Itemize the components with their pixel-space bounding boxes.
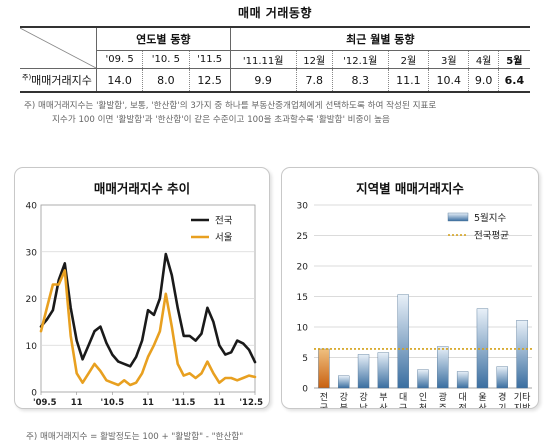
bar-광주 <box>437 346 449 389</box>
x-tick-label: 강 <box>340 392 348 403</box>
table-cell: 8.3 <box>331 68 389 93</box>
x-tick-label: 경 <box>498 391 506 403</box>
x-tick-label: 국 <box>320 403 328 408</box>
table-corner-cell <box>20 26 97 69</box>
row-label-cell: 주)매매거래지수 <box>20 68 97 93</box>
column-header: 2월 <box>387 50 429 69</box>
line-chart-title: 매매거래지수 추이 <box>93 181 191 196</box>
x-tick-label: 구 <box>399 403 407 408</box>
column-header: '09. 5 <box>95 50 143 69</box>
column-header: '11.5 <box>188 50 231 69</box>
legend-label-average: 전국평균 <box>474 231 509 242</box>
x-tick-label: '11.5 <box>172 398 196 408</box>
series-line-seoul <box>39 269 257 387</box>
column-header-latest: 5월 <box>497 50 530 69</box>
legend-label: 전국 <box>215 216 233 227</box>
table-cell: 11.1 <box>387 68 429 93</box>
note-top-line2: 지수가 100 이면 '활발함'과 '한산함'이 같은 수준이고 100을 초과… <box>52 115 390 125</box>
column-header: '11.11월 <box>229 50 297 69</box>
x-tick-label: 대 <box>458 392 466 403</box>
y-tick-label: 0 <box>302 385 308 395</box>
x-tick-label: 지방 <box>514 403 531 408</box>
x-tick-label: 남 <box>359 403 367 408</box>
row-label-mark: 주) <box>22 73 32 82</box>
y-tick-label: 30 <box>297 202 309 212</box>
x-tick-label: '12.5 <box>239 398 263 408</box>
x-tick-label: 울 <box>478 392 486 403</box>
legend-swatch-bar <box>447 212 469 222</box>
x-tick-label: 산 <box>379 403 387 408</box>
x-tick-label: 주 <box>439 403 447 408</box>
line-chart-panel: 매매거래지수 추이 0 10 20 30 40 '09.5 11 '10.5 11 '11.5 11… <box>14 167 270 409</box>
bar-chart-panel: 지역별 매매거래지수 051015202530전국강북강남부산대구인천광주대전울… <box>281 167 539 409</box>
header-yearly: 연도별 동향 <box>96 26 231 51</box>
bar-인천 <box>417 369 429 389</box>
table-cell: 10.4 <box>428 68 469 93</box>
note-top: 주) 매매거래지수는 '활발함', 보통, '한산함'의 3가지 중 하나를 부… <box>24 99 534 127</box>
x-tick-label: 기타 <box>514 392 531 403</box>
bar-경기 <box>496 366 508 389</box>
table-corner-diagonal <box>20 28 96 68</box>
page-title: 매매 거래동향 <box>238 6 312 20</box>
x-tick-label: 11 <box>213 398 225 408</box>
series-line-national <box>39 252 257 368</box>
bar-강북 <box>338 375 350 389</box>
x-tick-label: 천 <box>419 403 427 408</box>
bar-대전 <box>456 371 469 389</box>
column-header: 4월 <box>468 50 499 69</box>
y-tick-label: 25 <box>297 232 308 242</box>
x-tick-label: 11 <box>142 398 154 408</box>
legend-label-bar: 5월지수 <box>474 212 507 224</box>
x-tick-label: 강 <box>359 392 367 403</box>
y-tick-label: 0 <box>31 389 37 399</box>
x-tick-label: 광 <box>439 391 447 403</box>
column-header: 3월 <box>428 50 469 69</box>
x-tick-label: '09.5 <box>33 398 57 408</box>
x-tick-label: 전 <box>458 403 466 408</box>
note-bottom: 주) 매매거래지수 = 활발정도는 100 + "활발함" - "한산함" <box>26 432 244 442</box>
x-tick-label: 산 <box>478 403 486 408</box>
y-tick-label: 30 <box>26 248 38 258</box>
y-tick-label: 15 <box>297 293 308 303</box>
table-cell: 9.0 <box>468 68 499 93</box>
stats-table: 연도별 동향 최근 월별 동향 '09. 5 '10. 5 '11.5 '11.… <box>20 26 530 93</box>
y-tick-label: 20 <box>26 295 38 305</box>
x-tick-label: 대 <box>399 392 407 403</box>
bar-chart-title: 지역별 매매거래지수 <box>356 181 464 196</box>
x-tick-label: 부 <box>379 392 387 403</box>
row-label: 매매거래지수 <box>31 74 92 87</box>
table-cell: 7.8 <box>295 68 333 93</box>
note-top-line1: 주) 매매거래지수는 '활발함', 보통, '한산함'의 3가지 중 하나를 부… <box>24 101 437 111</box>
bar-대구 <box>397 294 409 389</box>
bar-부산 <box>377 352 390 389</box>
y-tick-label: 5 <box>302 354 308 364</box>
table-cell: 14.0 <box>95 68 143 93</box>
x-tick-label: '10.5 <box>101 398 125 408</box>
table-cell: 8.0 <box>142 68 189 93</box>
x-tick-label: 북 <box>340 403 348 408</box>
y-tick-label: 10 <box>26 342 38 352</box>
table-cell: 12.5 <box>188 68 231 93</box>
table-cell: 9.9 <box>229 68 297 93</box>
table-cell-latest: 6.4 <box>497 68 530 93</box>
y-tick-label: 20 <box>297 263 309 273</box>
x-tick-label: 인 <box>419 392 427 403</box>
bar-강남 <box>357 354 370 389</box>
y-tick-label: 40 <box>26 202 38 212</box>
column-header: '12.1월 <box>331 50 389 69</box>
x-tick-label: 11 <box>71 398 83 408</box>
column-header: '10. 5 <box>142 50 189 69</box>
header-monthly: 최근 월별 동향 <box>229 26 530 51</box>
y-tick-label: 10 <box>297 324 309 334</box>
column-header: 12월 <box>295 50 333 69</box>
bar-기타지방 <box>516 320 528 389</box>
legend-label: 서울 <box>215 233 233 244</box>
bar-전국 <box>318 348 330 389</box>
bar-chart: 051015202530전국강북강남부산대구인천광주대전울산경기기타지방5월지수… <box>297 202 532 408</box>
x-tick-label: 전 <box>320 392 328 403</box>
x-tick-label: 기 <box>498 403 506 408</box>
